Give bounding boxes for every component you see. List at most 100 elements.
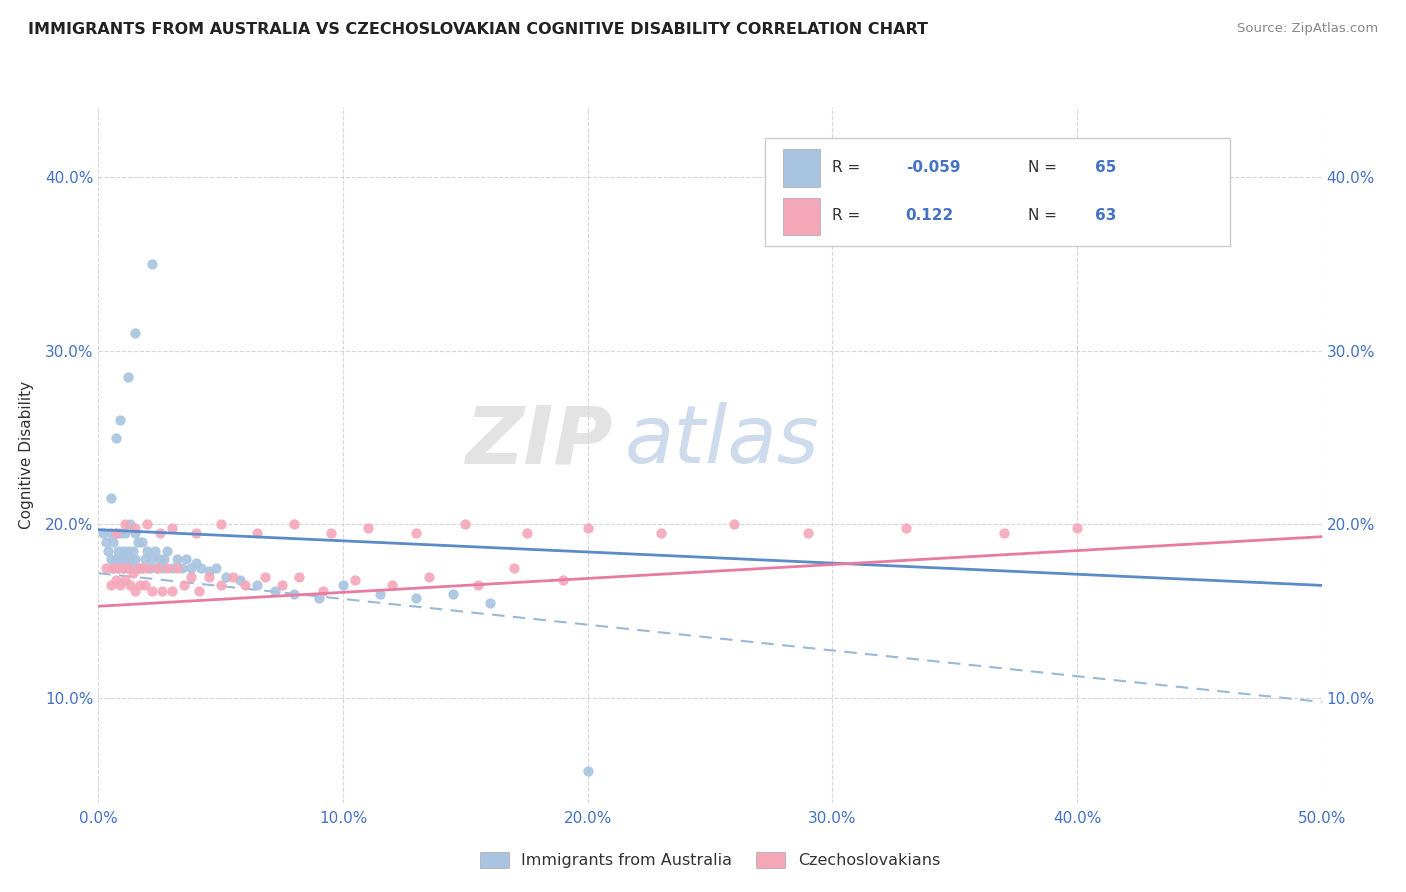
- Point: [127, 561, 149, 575]
- Point: [993, 526, 1015, 541]
- Point: [124, 552, 146, 566]
- Point: [114, 573, 136, 587]
- Point: [146, 561, 169, 575]
- Point: [124, 583, 146, 598]
- Point: [104, 573, 127, 587]
- Text: -0.059: -0.059: [905, 160, 960, 175]
- Point: [233, 578, 256, 592]
- Point: [114, 526, 136, 541]
- Point: [156, 543, 179, 558]
- Point: [104, 552, 127, 566]
- Text: 63: 63: [1095, 209, 1116, 224]
- Point: [139, 561, 162, 575]
- Point: [111, 561, 134, 575]
- Point: [107, 561, 129, 575]
- Point: [141, 583, 163, 598]
- Bar: [783, 149, 820, 187]
- Point: [205, 561, 228, 575]
- Point: [150, 583, 173, 598]
- Point: [110, 526, 132, 541]
- Point: [117, 543, 139, 558]
- Point: [308, 591, 330, 605]
- Point: [124, 326, 146, 340]
- Point: [121, 543, 143, 558]
- FancyBboxPatch shape: [765, 138, 1230, 246]
- Text: R =: R =: [832, 160, 866, 175]
- Point: [129, 561, 152, 575]
- Point: [160, 583, 183, 598]
- Point: [186, 556, 208, 570]
- Point: [454, 517, 477, 532]
- Point: [149, 526, 172, 541]
- Point: [114, 517, 136, 532]
- Point: [121, 566, 143, 581]
- Point: [368, 587, 391, 601]
- Point: [214, 570, 236, 584]
- Point: [124, 526, 146, 541]
- Point: [344, 573, 367, 587]
- Point: [270, 578, 294, 592]
- Point: [101, 561, 124, 575]
- Point: [170, 561, 193, 575]
- Point: [283, 587, 305, 601]
- Point: [478, 596, 501, 610]
- Point: [121, 561, 143, 575]
- Point: [723, 517, 745, 532]
- Point: [131, 561, 153, 575]
- Point: [209, 578, 232, 592]
- Point: [283, 517, 305, 532]
- Point: [197, 570, 219, 584]
- Point: [134, 552, 156, 566]
- Point: [418, 570, 440, 584]
- Legend: Immigrants from Australia, Czechoslovakians: Immigrants from Australia, Czechoslovaki…: [474, 846, 946, 875]
- Point: [114, 552, 136, 566]
- Point: [131, 534, 153, 549]
- Point: [173, 578, 195, 592]
- Point: [229, 573, 252, 587]
- Point: [117, 561, 139, 575]
- Point: [222, 570, 245, 584]
- Point: [1152, 222, 1174, 236]
- Point: [650, 526, 672, 541]
- Point: [153, 552, 176, 566]
- Point: [149, 552, 172, 566]
- Point: [110, 578, 132, 592]
- Point: [160, 521, 183, 535]
- Point: [553, 573, 575, 587]
- Point: [576, 764, 599, 779]
- Point: [97, 543, 120, 558]
- Point: [107, 543, 129, 558]
- Point: [166, 552, 188, 566]
- Point: [120, 578, 142, 592]
- Point: [120, 517, 142, 532]
- Point: [190, 561, 212, 575]
- Point: [101, 561, 124, 575]
- Text: 65: 65: [1095, 160, 1116, 175]
- Point: [405, 591, 427, 605]
- Text: N =: N =: [1028, 209, 1062, 224]
- Point: [107, 561, 129, 575]
- Point: [111, 543, 134, 558]
- Point: [166, 561, 188, 575]
- Point: [124, 521, 146, 535]
- Point: [101, 534, 124, 549]
- Point: [91, 526, 114, 541]
- Point: [467, 578, 489, 592]
- Text: Source: ZipAtlas.com: Source: ZipAtlas.com: [1237, 22, 1378, 36]
- Point: [141, 257, 163, 271]
- Text: N =: N =: [1028, 160, 1062, 175]
- Point: [332, 578, 354, 592]
- Point: [94, 534, 117, 549]
- Point: [146, 561, 169, 575]
- Point: [134, 578, 156, 592]
- Point: [129, 578, 152, 592]
- Point: [197, 565, 219, 579]
- Point: [104, 526, 127, 541]
- Point: [797, 526, 820, 541]
- Point: [381, 578, 404, 592]
- Point: [1066, 521, 1088, 535]
- Point: [94, 561, 117, 575]
- Text: IMMIGRANTS FROM AUSTRALIA VS CZECHOSLOVAKIAN COGNITIVE DISABILITY CORRELATION CH: IMMIGRANTS FROM AUSTRALIA VS CZECHOSLOVA…: [28, 22, 928, 37]
- Y-axis label: Cognitive Disability: Cognitive Disability: [18, 381, 34, 529]
- Point: [246, 526, 269, 541]
